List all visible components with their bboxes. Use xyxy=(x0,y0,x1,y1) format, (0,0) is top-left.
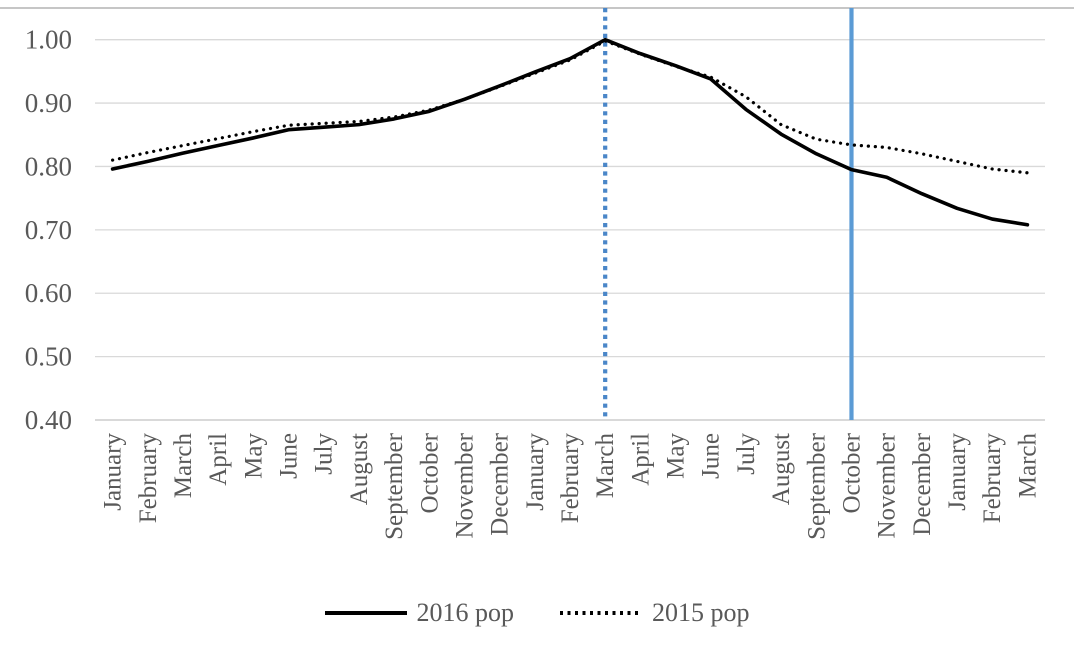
x-axis-month-label: September xyxy=(803,432,830,540)
x-axis-month-label: January xyxy=(100,433,127,511)
y-axis-tick-label: 0.50 xyxy=(25,342,72,372)
x-axis-month-label: July xyxy=(311,433,338,475)
chart-legend: 2016 pop 2015 pop xyxy=(0,596,1074,630)
x-axis-month-label: May xyxy=(240,433,267,479)
legend-label-2016-pop: 2016 pop xyxy=(416,598,515,627)
y-axis-tick-label: 0.80 xyxy=(25,151,72,181)
x-axis-month-label: March xyxy=(170,433,197,499)
x-axis-month-label: June xyxy=(698,433,725,479)
y-axis-tick-label: 0.90 xyxy=(25,88,72,118)
x-axis-month-label: September xyxy=(381,432,408,540)
x-axis-month-label: February xyxy=(135,433,162,524)
x-axis-month-label: July xyxy=(733,433,760,475)
x-axis-month-label: February xyxy=(979,433,1006,524)
x-axis-month-label: November xyxy=(874,432,901,538)
x-axis-month-label: October xyxy=(416,432,443,513)
legend-item-2016-pop: 2016 pop xyxy=(324,598,515,628)
legend-label-2015-pop: 2015 pop xyxy=(652,598,750,627)
x-axis-month-label: May xyxy=(663,433,690,479)
x-axis-month-label: March xyxy=(1014,433,1041,499)
series-line-2015-pop xyxy=(110,39,1030,175)
x-axis-month-label: June xyxy=(276,433,303,479)
x-axis-month-label: October xyxy=(838,432,865,513)
y-axis-tick-label: 1.00 xyxy=(25,25,72,55)
x-axis-month-label: January xyxy=(944,433,971,511)
legend-solid-line-sample xyxy=(324,611,407,615)
x-axis-month-label: December xyxy=(909,432,936,535)
x-axis-month-label: November xyxy=(451,432,478,538)
y-axis-tick-label: 0.40 xyxy=(25,405,72,435)
legend-dotted-line-sample xyxy=(560,611,642,615)
y-axis-tick-label: 0.70 xyxy=(25,215,72,245)
x-axis-month-label: February xyxy=(557,433,584,524)
x-axis-month-label: March xyxy=(592,433,619,499)
x-axis-month-label: August xyxy=(768,433,795,505)
x-axis-month-label: January xyxy=(522,433,549,511)
series-line-2016-pop xyxy=(110,37,1030,227)
legend-item-2015-pop: 2015 pop xyxy=(560,598,750,628)
x-axis-month-label: August xyxy=(346,433,373,505)
x-axis-month-label: December xyxy=(487,432,514,535)
y-axis-tick-label: 0.60 xyxy=(25,278,72,308)
x-axis-month-label: April xyxy=(205,433,232,486)
x-axis-month-label: April xyxy=(627,433,654,486)
